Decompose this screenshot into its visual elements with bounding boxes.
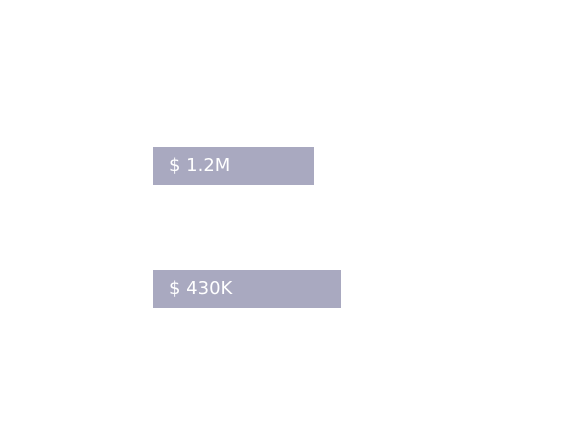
value-badge: $ 430K	[153, 270, 341, 308]
value-badge: $ 1.2M	[153, 147, 314, 185]
